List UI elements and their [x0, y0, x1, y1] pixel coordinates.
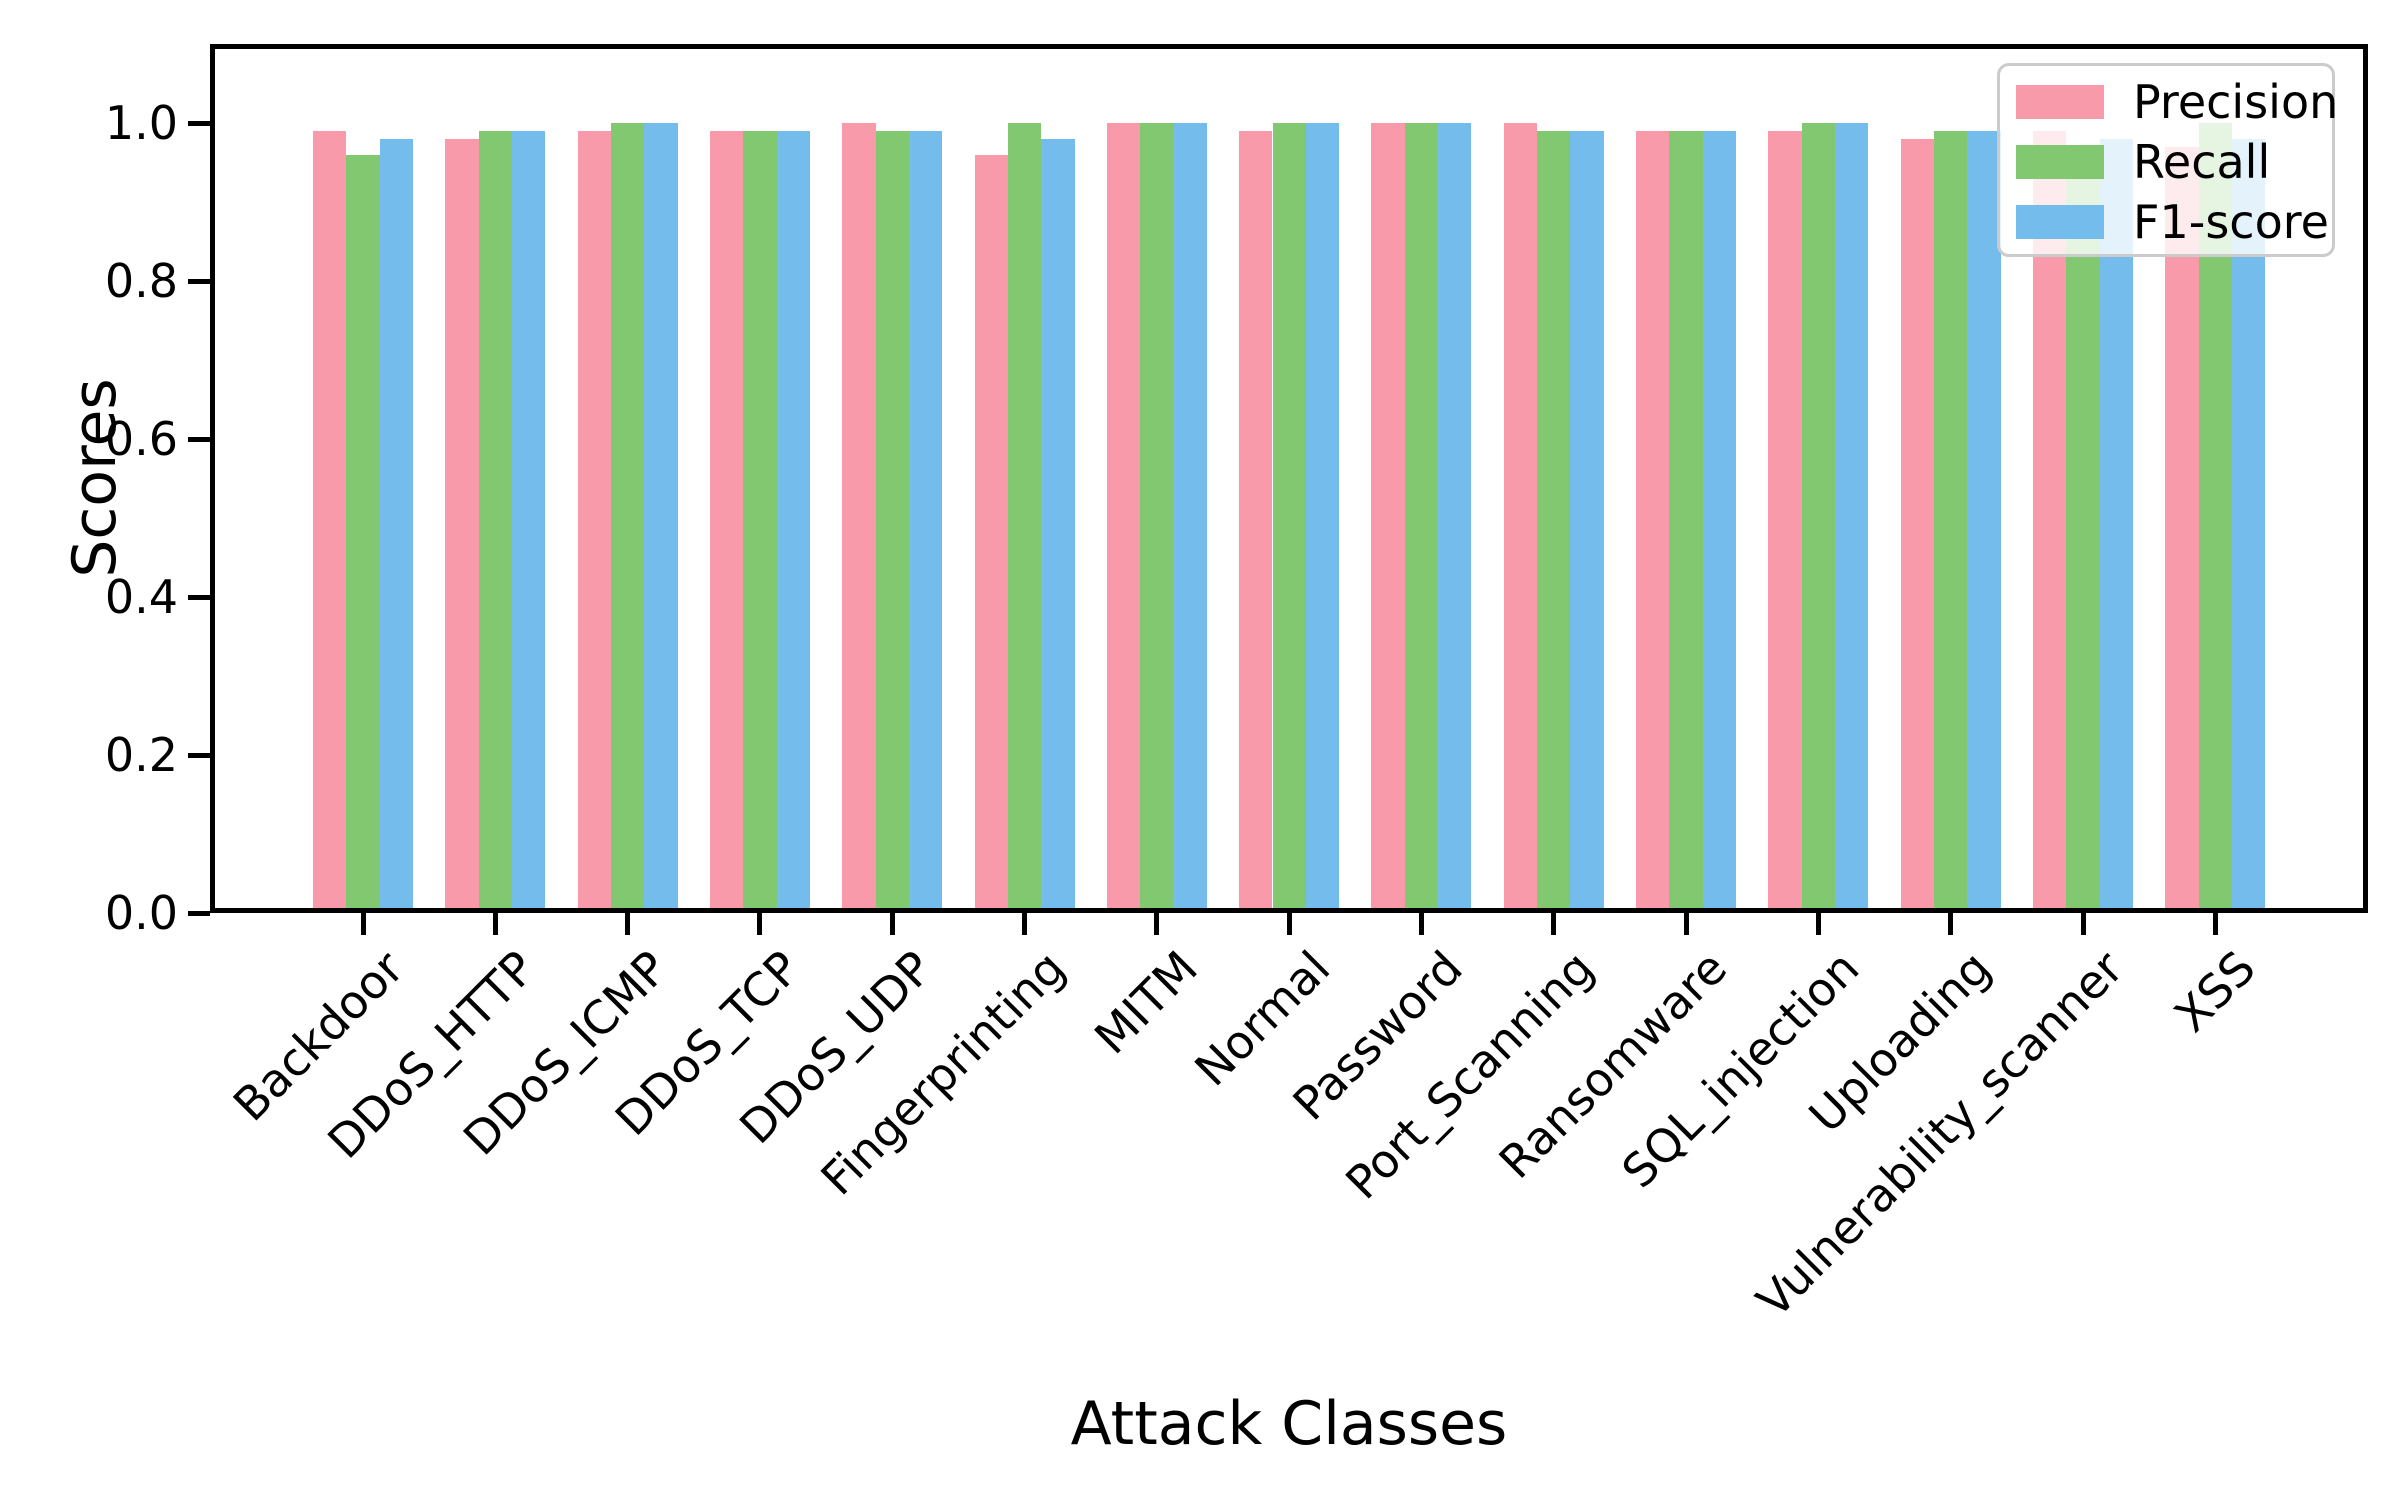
- x-tick-mark: [1551, 913, 1557, 935]
- x-tick-label-fingerprinting: Fingerprinting: [810, 940, 1076, 1206]
- bar-precision-ddos_udp: [842, 123, 876, 913]
- x-tick-mark: [889, 913, 895, 935]
- bar-recall-password: [1404, 123, 1439, 913]
- y-tick-mark: [188, 752, 210, 758]
- x-tick-mark: [1948, 913, 1954, 935]
- bar-f1-score-uploading: [1967, 130, 2001, 913]
- legend-label: Recall: [2133, 135, 2271, 189]
- x-tick-label-sql_injection: SQL_injection: [1611, 940, 1870, 1199]
- x-tick-mark: [1683, 913, 1689, 935]
- legend-box: Precision Recall F1-score: [1997, 63, 2338, 257]
- legend-entry-precision: Precision: [2000, 74, 2338, 130]
- y-axis-label: Scores: [60, 378, 130, 578]
- x-tick-mark: [360, 913, 366, 935]
- y-tick-label: 0.6: [104, 412, 178, 466]
- bar-recall-vulnerability_scanner: [2066, 146, 2100, 913]
- y-tick-mark: [188, 594, 210, 600]
- x-tick-mark: [1286, 913, 1292, 935]
- bar-recall-ddos_icmp: [610, 123, 645, 913]
- x-axis-label: Attack Classes: [1070, 1389, 1508, 1459]
- bar-precision-mitm: [1106, 123, 1141, 913]
- x-tick-mark: [492, 913, 498, 935]
- bar-recall-normal: [1272, 123, 1306, 913]
- x-tick-mark: [1022, 913, 1028, 935]
- legend-swatch-f1-score: [2016, 205, 2104, 239]
- legend-swatch-recall: [2016, 145, 2104, 179]
- x-tick-mark: [2080, 913, 2086, 935]
- x-tick-mark: [1154, 913, 1160, 935]
- bar-precision-vulnerability_scanner: [2033, 130, 2067, 913]
- bar-f1-score-sql_injection: [1835, 123, 1869, 913]
- bar-recall-uploading: [1934, 130, 1968, 913]
- legend-entry-recall: Recall: [2000, 134, 2332, 190]
- bar-f1-score-ransomware: [1702, 130, 1737, 913]
- bar-f1-score-xss: [2232, 138, 2266, 913]
- x-tick-mark: [1815, 913, 1821, 935]
- bar-recall-ddos_udp: [875, 130, 909, 913]
- bar-precision-normal: [1239, 130, 1273, 913]
- bar-precision-xss: [2165, 146, 2199, 913]
- y-tick-mark: [188, 120, 210, 126]
- bar-f1-score-ddos_http: [511, 130, 546, 913]
- bar-precision-password: [1371, 123, 1405, 913]
- bar-recall-fingerprinting: [1007, 123, 1042, 913]
- bar-precision-ddos_icmp: [577, 130, 611, 913]
- bar-precision-ddos_tcp: [709, 130, 744, 913]
- bar-precision-ransomware: [1636, 130, 1670, 913]
- x-tick-mark: [757, 913, 763, 935]
- y-tick-label: 0.4: [104, 570, 178, 624]
- y-tick-label: 0.2: [104, 728, 178, 782]
- y-tick-mark: [188, 436, 210, 442]
- legend-label: F1-score: [2133, 195, 2329, 249]
- x-tick-mark: [1418, 913, 1424, 935]
- bar-recall-port_scanning: [1537, 130, 1571, 913]
- bar-f1-score-ddos_tcp: [776, 130, 810, 913]
- bar-precision-ddos_http: [445, 138, 479, 913]
- bar-precision-sql_injection: [1768, 130, 1802, 913]
- bar-precision-fingerprinting: [974, 154, 1008, 913]
- bar-f1-score-port_scanning: [1570, 130, 1604, 913]
- bar-f1-score-ddos_udp: [908, 130, 943, 913]
- y-tick-label: 1.0: [104, 96, 178, 150]
- bar-precision-backdoor: [313, 130, 347, 913]
- y-tick-label: 0.0: [104, 886, 178, 940]
- bar-recall-ddos_http: [478, 130, 512, 913]
- bar-f1-score-password: [1438, 123, 1472, 913]
- x-tick-label-mitm: MITM: [1083, 940, 1208, 1065]
- bar-f1-score-mitm: [1173, 123, 1207, 913]
- x-tick-mark: [2212, 913, 2218, 935]
- bar-f1-score-backdoor: [379, 138, 413, 913]
- x-tick-mark: [625, 913, 631, 935]
- bar-f1-score-fingerprinting: [1041, 138, 1075, 913]
- bar-recall-mitm: [1140, 123, 1174, 913]
- y-tick-mark: [188, 278, 210, 284]
- y-tick-label: 0.8: [104, 254, 178, 308]
- legend-label: Precision: [2133, 75, 2339, 129]
- legend-swatch-precision: [2016, 85, 2104, 119]
- bar-f1-score-normal: [1305, 123, 1340, 913]
- y-tick-mark: [188, 910, 210, 916]
- bar-f1-score-vulnerability_scanner: [2099, 138, 2134, 913]
- bar-recall-backdoor: [346, 154, 380, 913]
- x-tick-label-xss: XSS: [2164, 940, 2267, 1043]
- bar-precision-uploading: [1900, 138, 1935, 913]
- bar-precision-port_scanning: [1503, 123, 1538, 913]
- bar-recall-sql_injection: [1801, 123, 1836, 913]
- bar-recall-ddos_tcp: [743, 130, 777, 913]
- legend-entry-f1-score: F1-score: [2000, 194, 2332, 250]
- bar-f1-score-ddos_icmp: [644, 123, 678, 913]
- bar-recall-ransomware: [1669, 130, 1703, 913]
